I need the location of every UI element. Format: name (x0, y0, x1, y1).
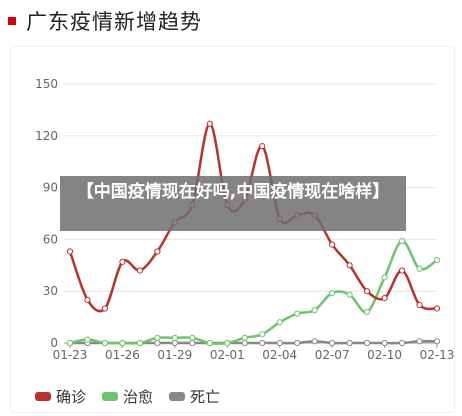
x-tick-label: 01-29 (157, 348, 192, 362)
data-point-cured (363, 308, 371, 316)
y-tick-label: 120 (35, 129, 58, 143)
x-tick-label: 01-23 (53, 348, 88, 362)
data-point-death (294, 339, 301, 347)
legend-swatch (169, 392, 186, 401)
data-point-confirmed (259, 143, 266, 150)
data-point-cured (329, 289, 336, 297)
data-point-confirmed (119, 258, 126, 265)
data-point-cured (276, 319, 283, 326)
data-point-death (154, 339, 161, 347)
data-point-confirmed (381, 295, 388, 302)
data-point-cured (136, 339, 144, 347)
data-point-death (311, 338, 318, 345)
data-point-cured (416, 265, 423, 272)
x-tick-label: 02-04 (262, 348, 297, 362)
data-point-cured (119, 339, 126, 347)
axis-layer: 0 30 60 90 120 150 01-23 01-26 01-29 02-01 02-04 02… (35, 77, 454, 362)
x-tick-label: 02-10 (367, 348, 402, 362)
data-point-death (346, 339, 353, 347)
y-tick-label: 30 (43, 284, 58, 298)
data-point-death (276, 339, 283, 347)
y-tick-label: 0 (50, 336, 58, 350)
data-point-death (189, 339, 196, 347)
data-point-cured (84, 336, 91, 343)
data-point-death (329, 339, 336, 347)
y-tick-label: 150 (35, 77, 58, 91)
legend-label: 确诊 (56, 388, 87, 406)
x-tick-label: 02-07 (315, 348, 350, 362)
legend-label: 死亡 (190, 388, 221, 406)
data-point-cured (294, 310, 301, 317)
caption-overlay: 【中国疫情现在好吗,中国疫情现在啥样】 (60, 176, 406, 231)
data-point-confirmed (363, 288, 371, 295)
data-point-confirmed (101, 305, 109, 312)
x-tick-label: 01-26 (105, 348, 140, 362)
data-point-death (241, 339, 248, 347)
data-point-death (363, 339, 371, 347)
data-point-confirmed (154, 248, 161, 255)
x-tick-label: 02-01 (210, 348, 245, 362)
data-point-cured (189, 334, 196, 341)
legend-swatch (35, 392, 51, 401)
chart-title-row: 广东疫情新增趋势 (8, 7, 202, 35)
legend-item-confirmed[interactable]: 确诊 (35, 386, 86, 407)
data-point-cured (433, 257, 441, 264)
data-point-confirmed (136, 267, 144, 274)
data-point-confirmed (433, 305, 441, 312)
legend-item-cured[interactable]: 治愈 (102, 386, 153, 407)
data-point-confirmed (346, 262, 353, 269)
data-point-death (416, 338, 423, 345)
series-layer (66, 120, 441, 347)
data-point-cured (101, 339, 109, 347)
x-tick-label: 02-13 (420, 348, 455, 362)
data-point-cured (346, 291, 353, 298)
chart-legend: 确诊 治愈 死亡 (35, 386, 236, 407)
data-point-cured (398, 238, 406, 245)
data-point-cured (224, 339, 231, 347)
data-point-death (381, 339, 388, 347)
data-point-confirmed (416, 301, 423, 309)
legend-swatch (102, 392, 119, 401)
data-point-cured (311, 307, 318, 314)
data-point-confirmed (398, 267, 406, 274)
data-point-cured (259, 331, 266, 338)
data-point-death (398, 339, 406, 347)
data-point-confirmed (206, 120, 213, 127)
data-point-cured (241, 334, 248, 341)
legend-label: 治愈 (123, 388, 154, 406)
data-point-confirmed (66, 248, 74, 255)
y-tick-label: 60 (43, 232, 58, 246)
data-point-cured (206, 339, 213, 347)
data-point-confirmed (329, 241, 336, 248)
data-point-cured (154, 334, 161, 341)
chart-title: 广东疫情新增趋势 (26, 10, 202, 34)
series-line-cured (69, 239, 438, 345)
data-point-death (171, 339, 178, 347)
y-tick-label: 90 (43, 181, 58, 195)
data-point-cured (171, 334, 178, 341)
data-point-death (433, 338, 441, 345)
data-point-cured (381, 274, 388, 281)
legend-item-death[interactable]: 死亡 (169, 386, 220, 407)
data-point-cured (66, 339, 74, 347)
data-point-confirmed (84, 296, 91, 303)
title-marker-icon (8, 17, 16, 25)
data-point-death (259, 339, 266, 347)
